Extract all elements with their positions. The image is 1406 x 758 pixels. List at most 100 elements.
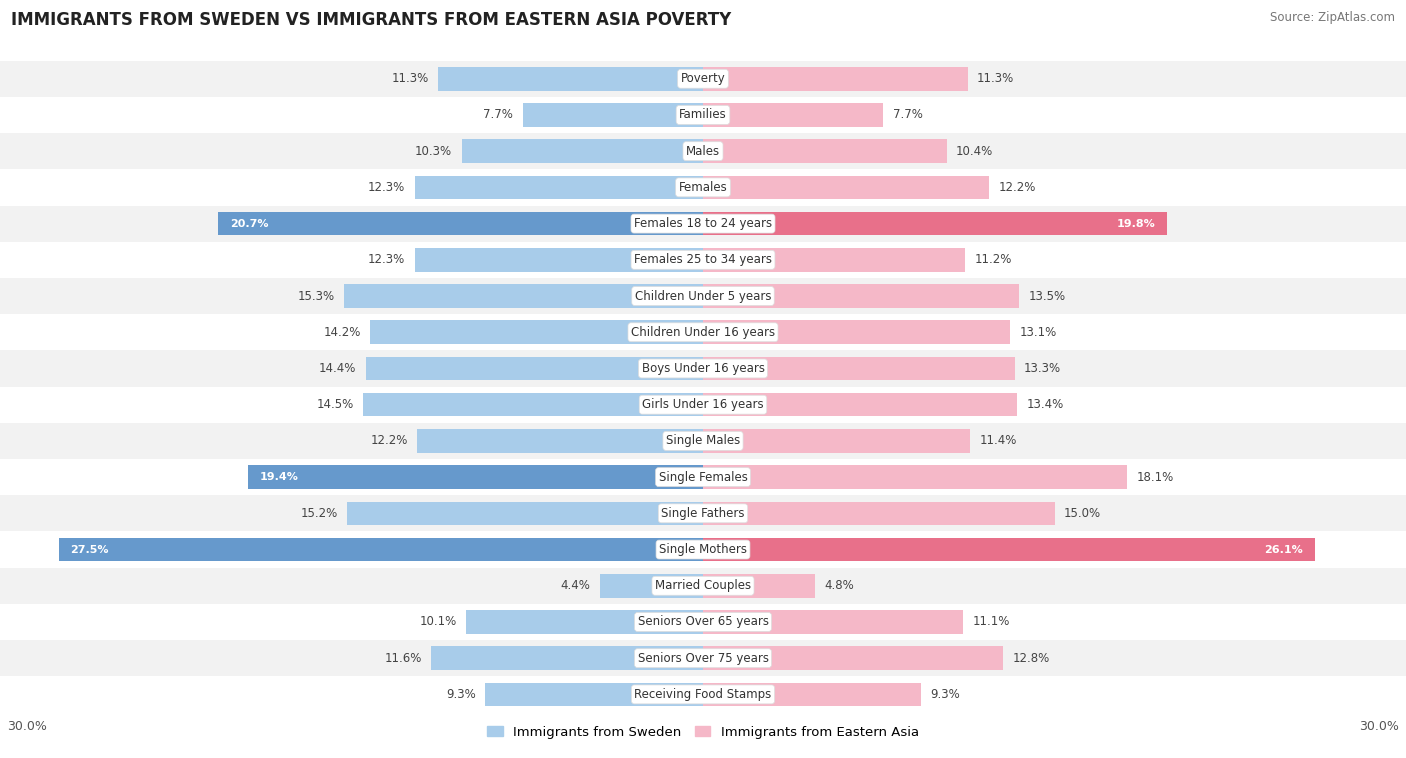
Bar (703, 429, 970, 453)
Bar (703, 647, 1002, 670)
Text: 15.2%: 15.2% (301, 507, 337, 520)
Text: 7.7%: 7.7% (484, 108, 513, 121)
Text: 19.4%: 19.4% (260, 472, 299, 482)
Text: 12.3%: 12.3% (368, 253, 405, 266)
Text: Single Fathers: Single Fathers (661, 507, 745, 520)
Text: 7.7%: 7.7% (893, 108, 922, 121)
Bar (703, 357, 1015, 381)
Bar (415, 176, 703, 199)
Bar (370, 321, 703, 344)
Text: 11.3%: 11.3% (392, 72, 429, 85)
Bar (418, 429, 703, 453)
Text: 26.1%: 26.1% (1264, 544, 1303, 555)
Text: 11.3%: 11.3% (977, 72, 1014, 85)
Text: 30.0%: 30.0% (7, 720, 46, 733)
Text: Seniors Over 65 years: Seniors Over 65 years (637, 615, 769, 628)
Text: 4.4%: 4.4% (561, 579, 591, 592)
Text: 13.3%: 13.3% (1024, 362, 1062, 375)
Text: Children Under 5 years: Children Under 5 years (634, 290, 772, 302)
FancyBboxPatch shape (0, 495, 1406, 531)
FancyBboxPatch shape (0, 61, 1406, 97)
Text: 13.1%: 13.1% (1019, 326, 1056, 339)
Bar (600, 574, 703, 597)
Text: 12.3%: 12.3% (368, 181, 405, 194)
Text: 14.4%: 14.4% (319, 362, 356, 375)
FancyBboxPatch shape (0, 314, 1406, 350)
Bar (703, 574, 815, 597)
Text: 10.4%: 10.4% (956, 145, 993, 158)
Bar (703, 465, 1128, 489)
Bar (703, 67, 967, 90)
Text: 14.5%: 14.5% (316, 398, 354, 411)
Text: 19.8%: 19.8% (1116, 218, 1156, 229)
Bar (366, 357, 703, 381)
Text: 11.2%: 11.2% (974, 253, 1012, 266)
FancyBboxPatch shape (0, 205, 1406, 242)
Text: Single Females: Single Females (658, 471, 748, 484)
FancyBboxPatch shape (0, 242, 1406, 278)
Bar (703, 683, 921, 706)
Text: 13.4%: 13.4% (1026, 398, 1063, 411)
Bar (703, 284, 1019, 308)
FancyBboxPatch shape (0, 387, 1406, 423)
Text: 18.1%: 18.1% (1136, 471, 1174, 484)
Bar (703, 321, 1010, 344)
Bar (363, 393, 703, 416)
Text: Married Couples: Married Couples (655, 579, 751, 592)
Text: 12.8%: 12.8% (1012, 652, 1049, 665)
FancyBboxPatch shape (0, 459, 1406, 495)
Bar (703, 502, 1054, 525)
Bar (439, 67, 703, 90)
Text: 10.3%: 10.3% (415, 145, 453, 158)
Bar (703, 139, 946, 163)
FancyBboxPatch shape (0, 676, 1406, 713)
Text: 30.0%: 30.0% (1360, 720, 1399, 733)
Bar (523, 103, 703, 127)
Text: 11.1%: 11.1% (973, 615, 1010, 628)
Text: Poverty: Poverty (681, 72, 725, 85)
Text: Seniors Over 75 years: Seniors Over 75 years (637, 652, 769, 665)
Bar (432, 647, 703, 670)
Text: 15.0%: 15.0% (1064, 507, 1101, 520)
Text: Girls Under 16 years: Girls Under 16 years (643, 398, 763, 411)
Text: Females 18 to 24 years: Females 18 to 24 years (634, 217, 772, 230)
Legend: Immigrants from Sweden, Immigrants from Eastern Asia: Immigrants from Sweden, Immigrants from … (481, 720, 925, 744)
Bar (249, 465, 703, 489)
FancyBboxPatch shape (0, 604, 1406, 640)
Bar (485, 683, 703, 706)
Bar (218, 211, 703, 236)
Text: Children Under 16 years: Children Under 16 years (631, 326, 775, 339)
Text: 15.3%: 15.3% (298, 290, 335, 302)
Text: 9.3%: 9.3% (931, 688, 960, 701)
Text: Single Mothers: Single Mothers (659, 543, 747, 556)
Text: Single Males: Single Males (666, 434, 740, 447)
Text: Females 25 to 34 years: Females 25 to 34 years (634, 253, 772, 266)
Text: Receiving Food Stamps: Receiving Food Stamps (634, 688, 772, 701)
Text: 14.2%: 14.2% (323, 326, 361, 339)
Bar (703, 610, 963, 634)
Text: 20.7%: 20.7% (229, 218, 269, 229)
Text: Source: ZipAtlas.com: Source: ZipAtlas.com (1270, 11, 1395, 24)
Text: 11.4%: 11.4% (980, 434, 1017, 447)
Bar (59, 537, 703, 562)
Text: 4.8%: 4.8% (825, 579, 855, 592)
FancyBboxPatch shape (0, 423, 1406, 459)
Bar (703, 537, 1315, 562)
Text: 12.2%: 12.2% (370, 434, 408, 447)
Text: Families: Families (679, 108, 727, 121)
Text: 13.5%: 13.5% (1029, 290, 1066, 302)
Bar (461, 139, 703, 163)
Text: Females: Females (679, 181, 727, 194)
Bar (703, 103, 883, 127)
Bar (703, 176, 988, 199)
Text: IMMIGRANTS FROM SWEDEN VS IMMIGRANTS FROM EASTERN ASIA POVERTY: IMMIGRANTS FROM SWEDEN VS IMMIGRANTS FRO… (11, 11, 731, 30)
Bar (415, 248, 703, 271)
Text: Boys Under 16 years: Boys Under 16 years (641, 362, 765, 375)
Bar (703, 248, 966, 271)
FancyBboxPatch shape (0, 640, 1406, 676)
FancyBboxPatch shape (0, 350, 1406, 387)
Text: Males: Males (686, 145, 720, 158)
Bar (703, 393, 1017, 416)
FancyBboxPatch shape (0, 169, 1406, 205)
Text: 27.5%: 27.5% (70, 544, 108, 555)
